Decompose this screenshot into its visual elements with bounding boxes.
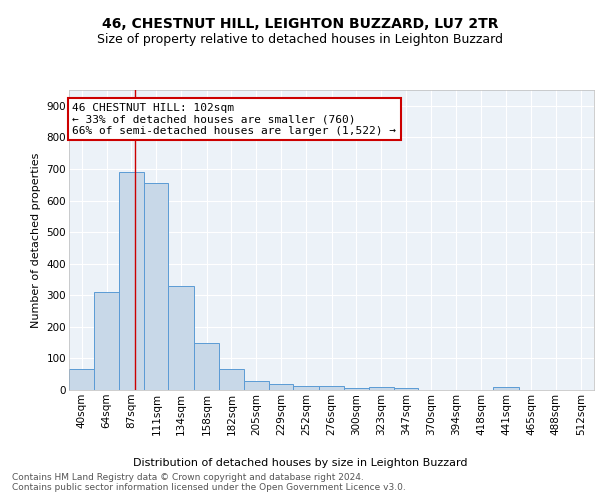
Bar (94, 292, 119, 390)
Bar (368, 388, 394, 390)
Bar (493, 387, 519, 390)
Text: 46 CHESTNUT HILL: 102sqm
← 33% of detached houses are smaller (760)
66% of semi-: 46 CHESTNUT HILL: 102sqm ← 33% of detach… (72, 102, 396, 136)
Bar (344, 388, 368, 390)
Bar (394, 388, 418, 390)
Text: 46, CHESTNUT HILL, LEIGHTON BUZZARD, LU7 2TR: 46, CHESTNUT HILL, LEIGHTON BUZZARD, LU7… (102, 18, 498, 32)
Y-axis label: Number of detached properties: Number of detached properties (31, 152, 41, 328)
Bar (220, 370, 244, 390)
Bar (293, 386, 319, 390)
Bar (144, 183, 169, 390)
Bar (169, 286, 194, 390)
Bar (194, 342, 220, 390)
Bar (319, 386, 344, 390)
Bar (269, 384, 293, 390)
Text: Size of property relative to detached houses in Leighton Buzzard: Size of property relative to detached ho… (97, 32, 503, 46)
Text: Contains HM Land Registry data © Crown copyright and database right 2024.
Contai: Contains HM Land Registry data © Crown c… (12, 472, 406, 492)
Bar (244, 380, 269, 390)
Bar (69, 370, 94, 390)
Text: Distribution of detached houses by size in Leighton Buzzard: Distribution of detached houses by size … (133, 458, 467, 468)
Bar (119, 172, 144, 390)
